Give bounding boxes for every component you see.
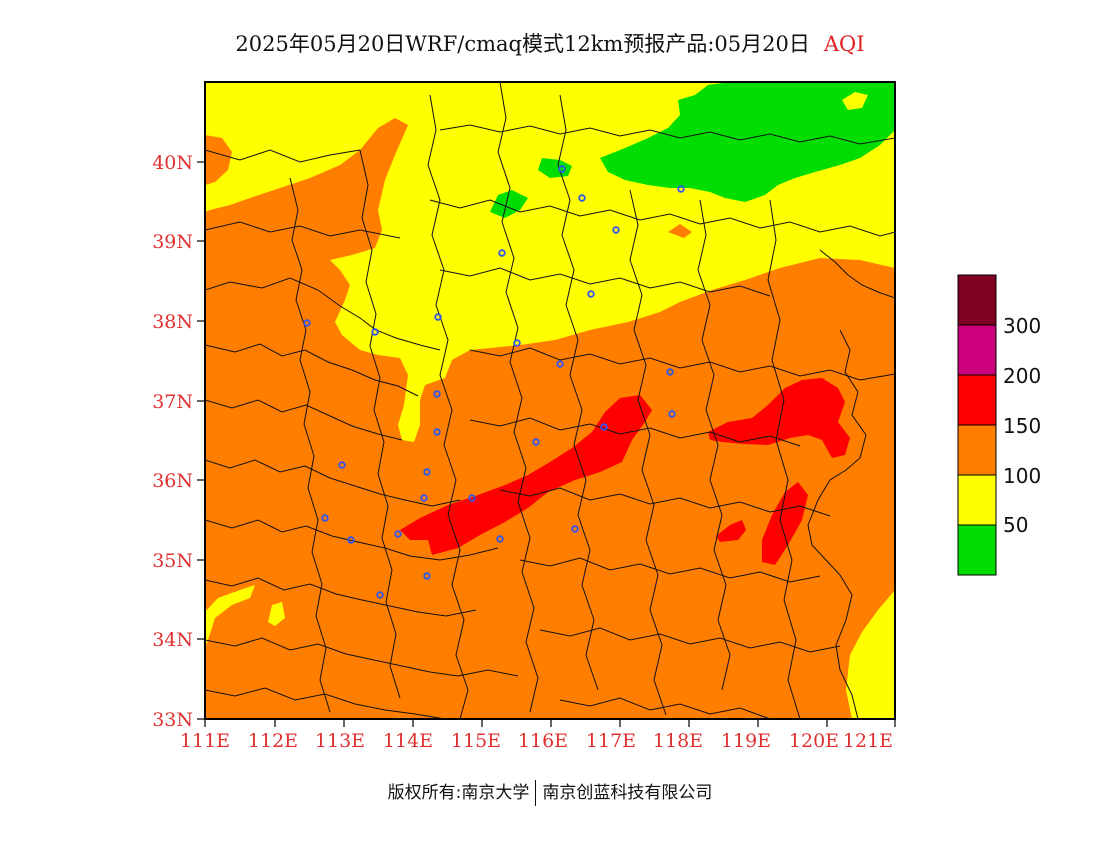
city-marker [498, 249, 506, 257]
city-marker [394, 530, 402, 538]
lat-tick-label: 34N [152, 629, 193, 651]
aqi-orange-patch [668, 224, 692, 238]
lat-tick-label: 35N [152, 550, 193, 572]
legend-label: 100 [1003, 464, 1041, 488]
city-marker [433, 428, 441, 436]
aqi-green-northeast [600, 82, 895, 202]
city-marker [587, 290, 595, 298]
lat-tick-label: 36N [152, 470, 193, 492]
aqi-green-patch-2 [538, 158, 572, 178]
legend-bin-very-unhealthy [957, 324, 997, 376]
legend-label: 50 [1003, 513, 1028, 537]
latitude-axis: 33N 34N 35N 36N 37N 38N 39N 40N [152, 152, 205, 731]
city-marker [677, 185, 685, 193]
city-marker [376, 591, 384, 599]
aqi-yellow-inlet [842, 92, 868, 110]
aqi-red-patch-southeast [762, 482, 808, 565]
city-marker [347, 536, 355, 544]
legend-label: 300 [1003, 314, 1041, 338]
lat-tick-label: 33N [152, 709, 193, 731]
city-marker [338, 461, 346, 469]
city-marker [612, 226, 620, 234]
lon-tick-label: 113E [315, 730, 365, 752]
legend-bin-moderate [957, 474, 997, 526]
city-marker [434, 313, 442, 321]
aqi-yellow-southwest [205, 585, 255, 648]
aqi-yellow-patch [268, 602, 285, 626]
city-marker [321, 514, 329, 522]
lat-tick-label: 38N [152, 311, 193, 333]
lat-tick-label: 37N [152, 391, 193, 413]
aqi-green-patch [490, 190, 528, 218]
city-marker [556, 360, 564, 368]
lon-tick-label: 117E [586, 730, 636, 752]
city-marker [496, 535, 504, 543]
city-marker [423, 468, 431, 476]
city-marker [532, 438, 540, 446]
city-marker [433, 390, 441, 398]
legend-bin-sensitive [957, 424, 997, 476]
footer-separator [535, 780, 537, 806]
footer-credits: 版权所有:南京大学 南京创蓝科技有限公司 [0, 778, 1100, 806]
aqi-yellow-southeast [846, 590, 895, 719]
aqi-red-band-central [400, 395, 652, 555]
lon-tick-label: 120E [789, 730, 839, 752]
city-marker [371, 328, 379, 336]
city-marker [420, 494, 428, 502]
title-text: 2025年05月20日WRF/cmaq模式12km预报产品:05月20日 [235, 32, 810, 56]
lon-tick-label: 118E [653, 730, 703, 752]
aqi-red-patch-small [716, 520, 746, 542]
city-marker [558, 165, 566, 173]
map-title: 2025年05月20日WRF/cmaq模式12km预报产品:05月20日 AQI [0, 28, 1100, 58]
lon-tick-label: 111E [180, 730, 230, 752]
city-marker [303, 319, 311, 327]
city-markers [303, 165, 685, 599]
city-marker [423, 572, 431, 580]
lat-tick-label: 40N [152, 152, 193, 174]
lon-tick-label: 114E [383, 730, 433, 752]
product-label: AQI [823, 32, 865, 56]
lat-tick-label: 39N [152, 231, 193, 253]
legend-bin-hazardous [957, 274, 997, 326]
city-marker [571, 525, 579, 533]
legend-bin-good [957, 524, 997, 576]
aqi-legend: 50 100 150 200 300 [957, 274, 1041, 576]
aqi-field [205, 82, 895, 719]
lon-tick-label: 115E [451, 730, 501, 752]
longitude-axis: 111E 112E 113E 114E 115E 116E 117E 118E … [180, 719, 896, 752]
city-marker [513, 339, 521, 347]
admin-boundaries [205, 82, 895, 719]
lon-tick-label: 116E [518, 730, 568, 752]
legend-label: 150 [1003, 414, 1041, 438]
city-marker [668, 410, 676, 418]
city-marker [666, 368, 674, 376]
copyright-text: 版权所有:南京大学 [387, 783, 530, 803]
legend-bin-unhealthy [957, 374, 997, 426]
city-marker [468, 494, 476, 502]
city-marker [578, 194, 586, 202]
company-text: 南京创蓝科技有限公司 [542, 783, 713, 803]
lon-tick-label: 112E [248, 730, 298, 752]
lon-tick-label: 121E [843, 730, 893, 752]
lon-tick-label: 119E [721, 730, 771, 752]
aqi-red-band-east [708, 378, 850, 458]
city-marker [600, 423, 608, 431]
legend-label: 200 [1003, 364, 1041, 388]
aqi-orange-northwest [205, 135, 232, 185]
